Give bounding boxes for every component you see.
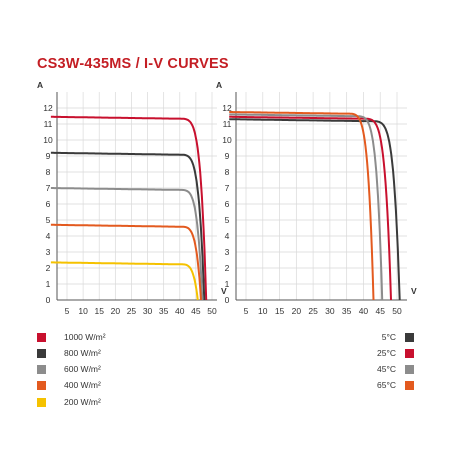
y-tick-label: 1 (225, 279, 230, 289)
curve-irradiance-4 (50, 261, 199, 301)
y-tick-label: 6 (46, 199, 51, 209)
curve-irradiance-0 (50, 115, 208, 301)
legend-swatch (405, 364, 414, 374)
y-axis-label: A (216, 80, 222, 90)
curve-temperature-0 (229, 118, 401, 301)
curve-temperature-2 (229, 113, 384, 301)
legend-swatch (37, 397, 46, 407)
y-tick-label: 3 (225, 247, 230, 257)
curve-irradiance-3 (50, 223, 202, 301)
legend-label: 45°C (377, 364, 396, 374)
x-tick-label: 5 (244, 306, 249, 316)
y-tick-label: 12 (43, 103, 53, 113)
x-tick-label: 45 (375, 306, 385, 316)
x-axis-label: V (411, 286, 417, 296)
x-tick-label: 25 (127, 306, 137, 316)
y-tick-label: 9 (46, 151, 51, 161)
y-tick-label: 4 (46, 231, 51, 241)
y-tick-label: 9 (225, 151, 230, 161)
y-axis-label: A (37, 80, 43, 90)
legend-item: 45°C (377, 363, 414, 375)
y-tick-label: 4 (225, 231, 230, 241)
legend-label: 200 W/m² (64, 397, 101, 407)
curve-temperature-1 (229, 115, 392, 301)
x-tick-label: 10 (258, 306, 268, 316)
chart-title: CS3W-435MS / I-V CURVES (37, 56, 229, 72)
y-tick-label: 0 (225, 295, 230, 305)
legend-item: 600 W/m² (37, 363, 101, 375)
legend-swatch (37, 348, 46, 358)
x-tick-label: 30 (143, 306, 153, 316)
legend-item: 400 W/m² (37, 379, 101, 391)
legend-swatch (37, 332, 46, 342)
x-tick-label: 40 (359, 306, 369, 316)
legend-item: 5°C (382, 331, 414, 343)
legend-item: 200 W/m² (37, 396, 101, 408)
x-tick-label: 50 (207, 306, 217, 316)
legend-label: 65°C (377, 380, 396, 390)
x-tick-label: 10 (78, 306, 88, 316)
y-tick-label: 8 (46, 167, 51, 177)
x-tick-label: 15 (94, 306, 104, 316)
curve-irradiance-1 (50, 151, 206, 301)
y-tick-label: 0 (46, 295, 51, 305)
y-tick-label: 5 (46, 215, 51, 225)
legend-label: 25°C (377, 348, 396, 358)
legend-label: 400 W/m² (64, 380, 101, 390)
y-tick-label: 8 (225, 167, 230, 177)
legend-swatch (405, 348, 414, 358)
x-tick-label: 40 (175, 306, 185, 316)
legend-swatch (405, 380, 414, 390)
y-tick-label: 10 (222, 135, 232, 145)
x-tick-label: 25 (308, 306, 318, 316)
x-axis-label: V (221, 286, 227, 296)
y-tick-label: 6 (225, 199, 230, 209)
legend-label: 600 W/m² (64, 364, 101, 374)
x-tick-label: 35 (342, 306, 352, 316)
y-tick-label: 3 (46, 247, 51, 257)
legend-label: 5°C (381, 332, 396, 342)
legend-label: 1000 W/m² (64, 332, 106, 342)
x-tick-label: 15 (275, 306, 285, 316)
x-tick-label: 35 (159, 306, 169, 316)
y-tick-label: 11 (44, 119, 53, 129)
y-tick-label: 7 (225, 183, 230, 193)
x-tick-label: 30 (325, 306, 335, 316)
legend-label: 800 W/m² (64, 348, 101, 358)
legend-swatch (405, 332, 414, 342)
x-tick-label: 50 (392, 306, 402, 316)
y-tick-label: 2 (225, 263, 230, 273)
curve-temperature-3 (229, 111, 375, 301)
legend-swatch (37, 380, 46, 390)
legend-swatch (37, 364, 46, 374)
legend-item: 800 W/m² (37, 347, 101, 359)
y-tick-label: 5 (225, 215, 230, 225)
x-tick-label: 5 (65, 306, 70, 316)
y-tick-label: 7 (46, 183, 51, 193)
legend-item: 25°C (377, 347, 414, 359)
legend-item: 65°C (377, 379, 414, 391)
y-tick-label: 11 (223, 119, 232, 129)
legend-item: 1000 W/m² (37, 331, 106, 343)
x-tick-label: 45 (191, 306, 201, 316)
curve-irradiance-2 (50, 187, 204, 301)
y-tick-label: 1 (46, 279, 51, 289)
y-tick-label: 10 (43, 135, 53, 145)
y-tick-label: 12 (222, 103, 232, 113)
x-tick-label: 20 (111, 306, 121, 316)
x-tick-label: 20 (292, 306, 302, 316)
y-tick-label: 2 (46, 263, 51, 273)
